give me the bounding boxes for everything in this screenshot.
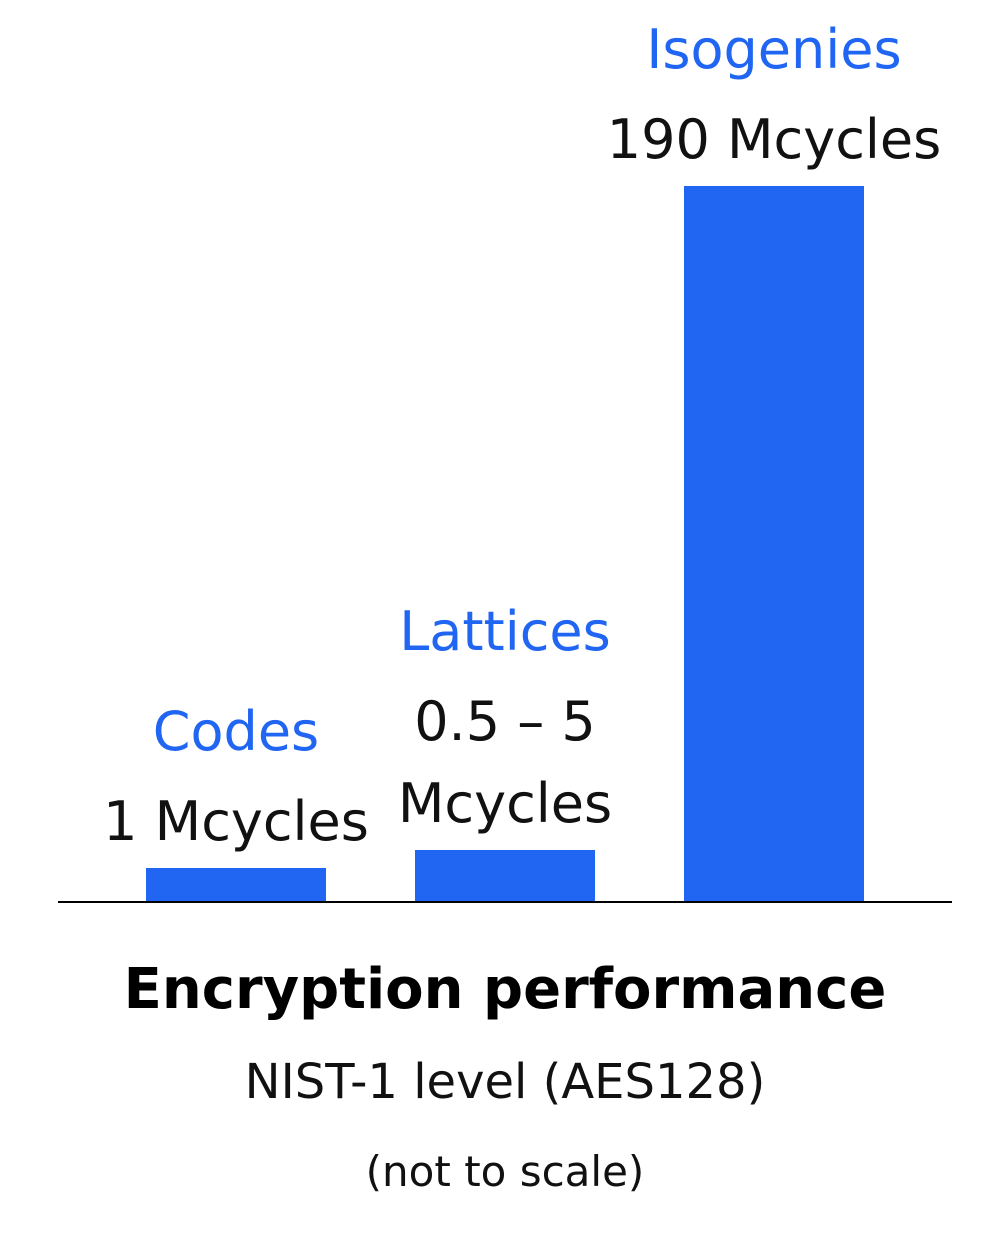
value-label-lattices-line-1: 0.5 – 5 xyxy=(414,690,596,753)
category-label-lattices: Lattices xyxy=(399,600,611,663)
category-label-codes: Codes xyxy=(153,700,319,763)
value-label-codes: 1 Mcycles xyxy=(103,790,369,853)
bar-isogenies xyxy=(684,186,864,902)
bars-group xyxy=(146,186,864,902)
chart-note: (not to scale) xyxy=(366,1147,645,1196)
value-label-lattices-line-2: Mcycles xyxy=(398,772,612,835)
labels-group: 1 Mcycles Codes 0.5 – 5 Mcycles Lattices 190 … xyxy=(103,18,941,853)
value-label-isogenies: 190 Mcycles xyxy=(607,108,942,171)
chart-title: Encryption performance xyxy=(124,957,887,1022)
bar-lattices xyxy=(415,850,595,902)
chart-subtitle: NIST-1 level (AES128) xyxy=(245,1054,766,1110)
category-label-isogenies: Isogenies xyxy=(646,18,901,81)
bar-codes xyxy=(146,868,326,902)
